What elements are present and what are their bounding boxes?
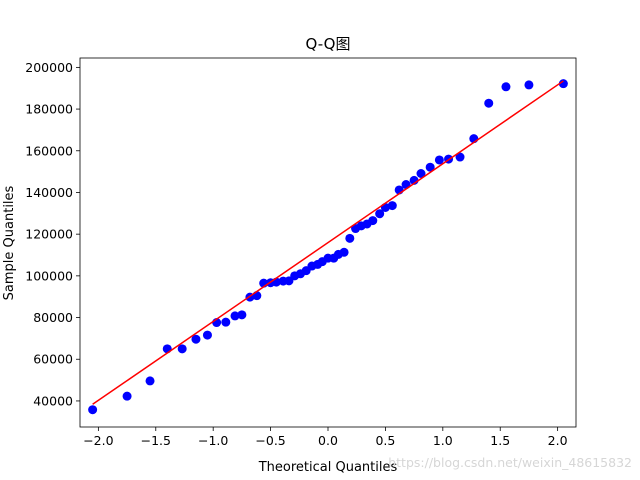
data-point [368, 216, 378, 226]
chart-title: Q-Q图 [306, 35, 351, 53]
data-point [339, 247, 349, 257]
x-tick-label: 2.0 [548, 433, 568, 448]
data-point [387, 201, 397, 211]
y-axis-label: Sample Quantiles [2, 185, 17, 300]
y-tick-label: 200000 [25, 60, 73, 75]
data-point [375, 209, 385, 219]
data-point [455, 152, 465, 162]
reference-line [92, 80, 564, 405]
y-tick-label: 80000 [33, 310, 73, 325]
data-point [501, 82, 511, 92]
axes-frame [79, 57, 577, 428]
data-point [524, 80, 534, 90]
x-tick-label: 0.0 [318, 433, 338, 448]
x-axis-label: Theoretical Quantiles [258, 460, 398, 475]
data-point [191, 334, 201, 344]
data-point [202, 330, 212, 340]
x-tick-label: −1.0 [198, 433, 228, 448]
data-point [416, 168, 426, 178]
y-tick-label: 140000 [25, 185, 73, 200]
data-point [237, 310, 247, 320]
data-point [177, 344, 187, 354]
data-point [162, 344, 172, 354]
watermark-url: https://blog.csdn.net/weixin_48615832 [388, 455, 632, 470]
data-point [221, 317, 231, 327]
y-tick-label: 160000 [25, 143, 73, 158]
plot-area: −2.0 −1.5 −1.0 −0.5 0.0 0.5 1.0 1.5 2.0 40000 6000… [25, 57, 577, 448]
x-tick-label: 1.0 [433, 433, 453, 448]
data-point [558, 79, 568, 89]
data-point [425, 162, 435, 172]
y-tick-label: 120000 [25, 227, 73, 242]
data-point [434, 155, 444, 165]
x-tick-label: −0.5 [255, 433, 285, 448]
x-tick-label: −2.0 [83, 433, 113, 448]
x-tick-label: 1.5 [490, 433, 510, 448]
y-tick-label: 100000 [25, 268, 73, 283]
data-point [145, 376, 155, 386]
data-point [252, 291, 262, 301]
y-tick-label: 40000 [33, 393, 73, 408]
x-tick-label: −1.5 [141, 433, 171, 448]
data-point [88, 405, 98, 415]
data-point [230, 311, 240, 321]
y-tick-label: 60000 [33, 352, 73, 367]
data-point [122, 391, 132, 401]
data-point [484, 98, 494, 108]
data-point [345, 233, 355, 243]
y-tick-label: 180000 [25, 102, 73, 117]
x-tick-label: 0.5 [375, 433, 395, 448]
